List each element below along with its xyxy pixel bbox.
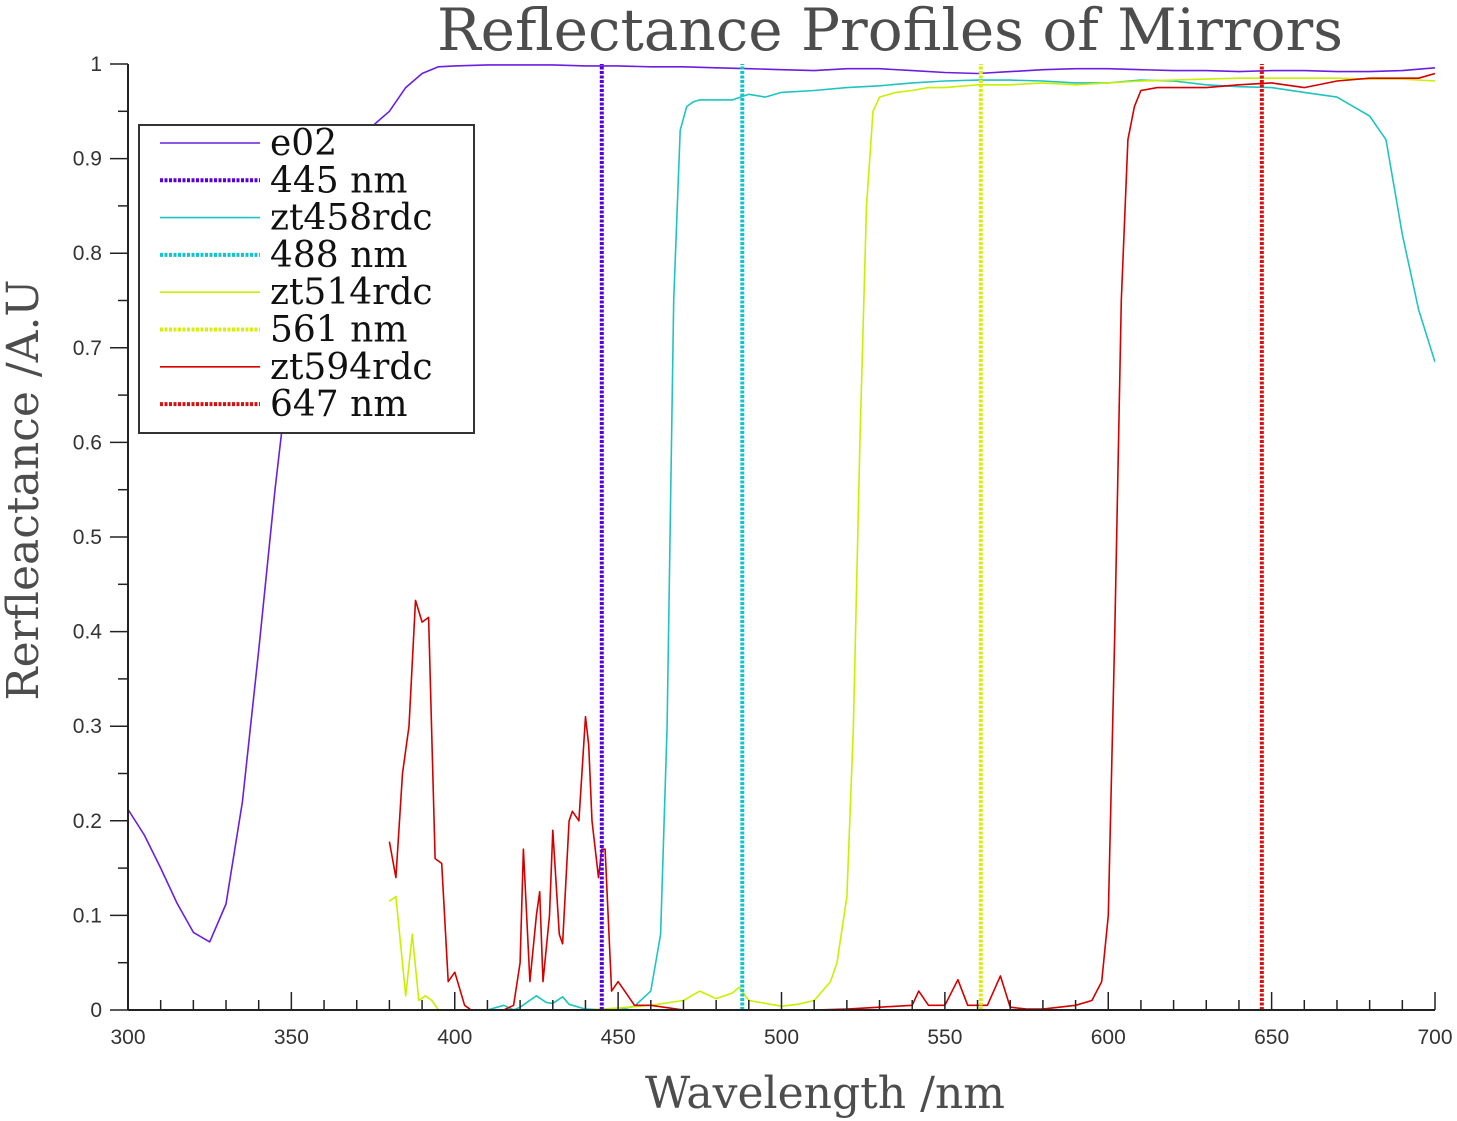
x-tick-label: 350 — [274, 1026, 309, 1049]
x-tick-label: 700 — [1417, 1026, 1452, 1049]
x-tick-label: 500 — [764, 1026, 799, 1049]
y-tick-label: 0.9 — [73, 148, 102, 171]
legend-label: zt514rdc — [270, 272, 433, 313]
series-zt458rdc-line — [389, 79, 1435, 1010]
y-tick-label: 0 — [90, 999, 102, 1022]
x-tick-label: 650 — [1254, 1026, 1289, 1049]
y-tick-label: 0.4 — [73, 621, 103, 644]
x-tick-label: 600 — [1091, 1026, 1126, 1049]
y-axis-label: Rerfleactance /A.U — [0, 279, 49, 700]
legend-label: zt594rdc — [270, 347, 433, 388]
plot-lines — [128, 64, 1435, 1010]
y-tick-label: 0.7 — [73, 337, 102, 360]
legend-box — [138, 124, 475, 434]
legend-label: e02 — [270, 123, 337, 164]
y-tick-label: 0.6 — [73, 431, 102, 454]
x-tick-label: 300 — [110, 1026, 145, 1049]
chart-title: Reflectance Profiles of Mirrors — [437, 0, 1343, 64]
y-tick-label: 0.5 — [73, 526, 102, 549]
legend-label: 647 nm — [270, 384, 407, 425]
y-tick-label: 0.1 — [73, 904, 102, 927]
x-axis-label: Wavelength /nm — [645, 1068, 1005, 1119]
y-tick-label: 0.8 — [73, 242, 102, 265]
legend-label: zt458rdc — [270, 198, 433, 239]
x-ticks: 300 350 400 450 500 550 600 650 700 — [110, 992, 1453, 1049]
series-e02-line — [128, 64, 1435, 943]
y-tick-label: 1 — [90, 53, 102, 76]
series-zt594rdc-line — [388, 72, 1435, 1010]
y-tick-label: 0.2 — [73, 810, 102, 833]
x-tick-label: 550 — [927, 1026, 962, 1049]
series-zt514rdc-line — [388, 77, 1435, 1010]
legend-label: 561 nm — [270, 310, 407, 351]
y-tick-label: 0.3 — [73, 715, 102, 738]
x-tick-label: 450 — [601, 1026, 636, 1049]
x-tick-label: 400 — [437, 1026, 472, 1049]
legend-label: 445 nm — [270, 160, 407, 201]
y-ticks: 0 0.1 0.2 0.3 0.4 0.5 0.6 0.7 0.8 0.9 1 — [73, 53, 128, 1022]
legend-label: 488 nm — [270, 235, 407, 276]
